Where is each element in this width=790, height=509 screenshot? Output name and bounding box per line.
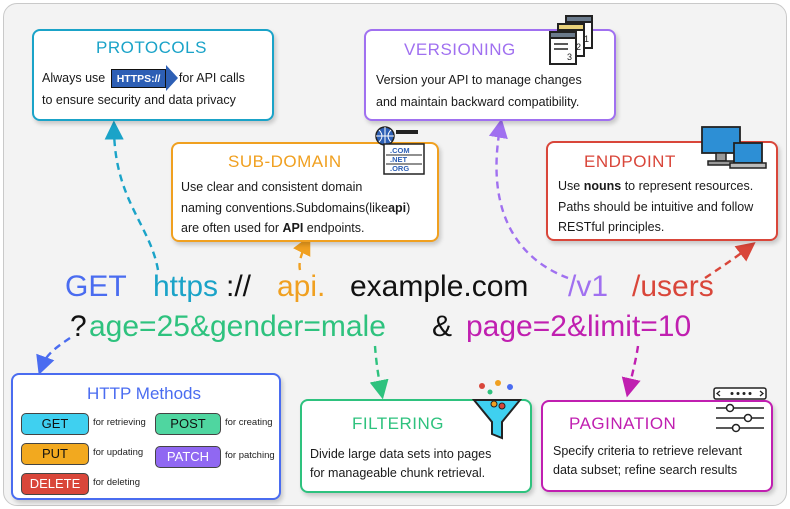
endpoint-title: ENDPOINT xyxy=(584,152,676,171)
url-query-mark: ? xyxy=(70,310,87,343)
url-ampersand: & xyxy=(432,310,453,343)
url-domain: example.com xyxy=(350,270,529,303)
doc-number-1: 1 xyxy=(584,34,589,44)
stacked-documents-icon: 1 2 3 xyxy=(549,15,593,65)
http-methods-card: HTTP Methods GET for retrieving POST for… xyxy=(11,373,281,500)
endpoint-description: Use nouns to represent resources. Paths … xyxy=(558,176,778,238)
subdomain-title: SUB-DOMAIN xyxy=(228,152,342,171)
post-method-pill: POST xyxy=(155,413,221,435)
protocols-card: PROTOCOLS Always use HTTPS:// for API ca… xyxy=(32,29,274,121)
http-methods-title: HTTP Methods xyxy=(87,384,202,403)
filtering-text-line1: Divide large data sets into pages xyxy=(310,447,492,461)
pagination-description: Specify criteria to retrieve relevant da… xyxy=(553,442,773,480)
get-method-pill: GET xyxy=(21,413,89,435)
put-method-pill: PUT xyxy=(21,443,89,465)
pagination-text-line2: data subset; refine search results xyxy=(553,463,738,477)
patch-method-note: for patching xyxy=(225,450,275,461)
subdomain-text-line3-bold: API xyxy=(282,221,304,235)
pagination-card: PAGINATION Specify criteria to retrieve … xyxy=(541,400,773,492)
versioning-title: VERSIONING xyxy=(404,40,516,59)
url-subdomain: api. xyxy=(277,270,326,303)
subdomain-text-line2-bold: api xyxy=(388,200,407,215)
subdomain-description: Use clear and consistent domain naming c… xyxy=(181,177,439,239)
patch-method-pill: PATCH xyxy=(155,446,221,468)
put-method-note: for updating xyxy=(93,447,144,458)
subdomain-text-line2-end: ) xyxy=(406,200,411,215)
versioning-text-line2: and maintain backward compatibility. xyxy=(376,95,580,109)
endpoint-text-line1-post: to represent resources. xyxy=(624,179,754,193)
url-method: GET xyxy=(65,270,127,303)
endpoint-text-line1-pre: Use xyxy=(558,179,581,193)
filtering-description: Divide large data sets into pages for ma… xyxy=(310,445,532,483)
subdomain-text-line2: naming conventions.Subdomains(like xyxy=(181,200,389,215)
protocols-text-pre: Always use xyxy=(42,71,106,85)
url-version: /v1 xyxy=(568,270,609,303)
protocols-title: PROTOCOLS xyxy=(96,38,207,57)
pagination-title: PAGINATION xyxy=(569,414,677,433)
url-line-2: ? age=25&gender=male & page=2&limit=10 xyxy=(0,310,790,346)
filtering-text-line2: for manageable chunk retrieval. xyxy=(310,466,486,480)
versioning-description: Version your API to manage changes and m… xyxy=(376,69,616,113)
protocols-description: Always use HTTPS:// for API calls to ens… xyxy=(42,65,272,111)
post-method-note: for creating xyxy=(225,417,273,428)
url-scheme: https xyxy=(153,270,219,303)
tld-net: .NET xyxy=(390,155,408,164)
funnel-icon xyxy=(471,380,523,440)
get-method-note: for retrieving xyxy=(93,417,146,428)
url-endpoint: /users xyxy=(632,270,714,303)
url-page-params: page=2&limit=10 xyxy=(466,310,692,343)
url-scheme-separator: :// xyxy=(226,270,252,303)
domain-list-icon: .COM .NET .ORG xyxy=(375,126,425,175)
subdomain-text-line1: Use clear and consistent domain xyxy=(181,180,363,194)
pagination-sliders-icon xyxy=(713,387,767,433)
url-filter-params: age=25&gender=male xyxy=(89,310,386,343)
versioning-text-line1: Version your API to manage changes xyxy=(376,73,582,87)
filtering-title: FILTERING xyxy=(352,414,445,433)
protocols-text-line2: to ensure security and data privacy xyxy=(42,93,236,107)
monitor-laptop-icon xyxy=(701,126,767,169)
url-line-1: GET https :// api. example.com /v1 /user… xyxy=(0,270,790,306)
pagination-text-line1: Specify criteria to retrieve relevant xyxy=(553,444,742,458)
protocols-text-post: for API calls xyxy=(178,71,245,85)
endpoint-text-line1-bold: nouns xyxy=(583,179,622,193)
https-arrow-icon: HTTPS:// xyxy=(110,65,179,92)
delete-method-pill: DELETE xyxy=(21,473,89,495)
doc-number-2: 2 xyxy=(576,42,581,52)
doc-number-3: 3 xyxy=(567,52,572,62)
delete-method-note: for deleting xyxy=(93,477,141,488)
tld-org: .ORG xyxy=(390,164,409,173)
endpoint-text-line3: RESTful principles. xyxy=(558,220,665,234)
endpoint-text-line2: Paths should be intuitive and follow xyxy=(558,199,754,214)
subdomain-text-line3-pre: are often used for xyxy=(181,221,279,235)
tld-com: .COM xyxy=(390,146,410,155)
subdomain-text-line3-post: endpoints. xyxy=(306,221,365,235)
